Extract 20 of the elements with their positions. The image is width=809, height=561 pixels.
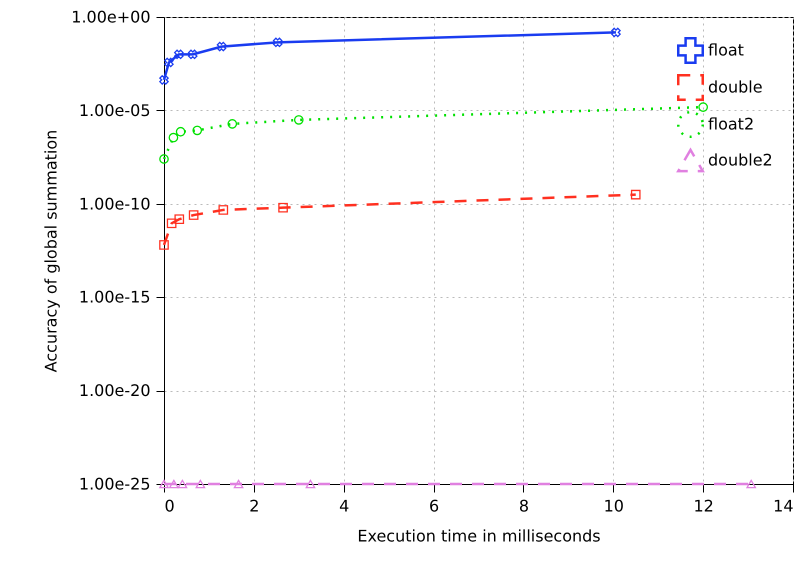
y-tick-label: 1.00e-05 bbox=[78, 100, 150, 120]
legend-label: double bbox=[708, 78, 763, 96]
x-tick-label: 2 bbox=[249, 496, 260, 516]
x-tick-label: 0 bbox=[164, 496, 175, 516]
x-axis-title: Execution time in milliseconds bbox=[357, 526, 601, 546]
x-tick-label: 8 bbox=[518, 496, 530, 516]
x-tick-label: 14 bbox=[773, 496, 794, 516]
y-tick-label: 1.00e-10 bbox=[78, 194, 150, 214]
legend-label: float bbox=[708, 40, 744, 60]
y-tick-label: 1.00e-15 bbox=[78, 288, 150, 307]
y-tick-label: 1.00e-25 bbox=[78, 474, 150, 494]
legend-label: double2 bbox=[708, 150, 773, 170]
legend-label: float2 bbox=[708, 114, 754, 134]
y-tick-label: 1.00e-20 bbox=[78, 381, 150, 400]
x-tick-label: 6 bbox=[428, 496, 440, 516]
y-axis-title: Accuracy of global summation bbox=[41, 130, 60, 372]
x-tick-label: 12 bbox=[693, 496, 714, 516]
x-tick-label: 10 bbox=[604, 496, 624, 516]
y-tick-label: 1.00e+00 bbox=[71, 8, 150, 26]
x-tick-label: 4 bbox=[339, 496, 350, 516]
